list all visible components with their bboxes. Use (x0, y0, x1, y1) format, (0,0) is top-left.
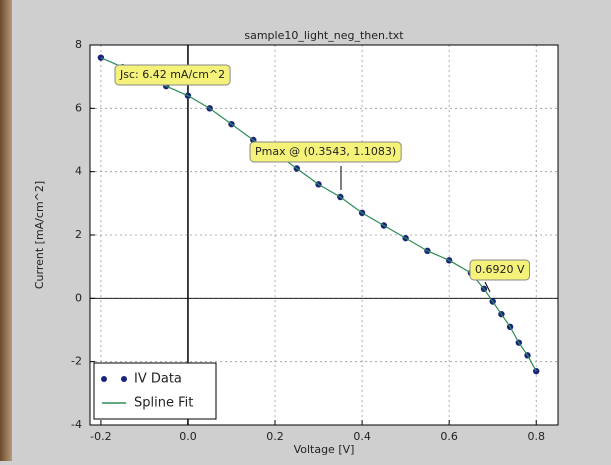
y-tick-label: -4 (71, 418, 82, 431)
x-tick-label: 0.4 (353, 430, 371, 443)
legend-box (93, 362, 217, 420)
x-tick-label: -0.2 (90, 430, 111, 443)
legend-label: IV Data (134, 372, 182, 387)
y-axis-label: Current [mA/cm^2] (33, 181, 46, 289)
spline-line (100, 57, 537, 372)
legend-label: Spline Fit (134, 396, 193, 411)
annotation: Pmax @ (0.3543, 1.1083) (249, 141, 402, 163)
y-tick-label: 6 (75, 101, 82, 114)
y-tick-label: -2 (71, 355, 82, 368)
annotation-arrow (484, 281, 491, 293)
annotation: Jsc: 6.42 mA/cm^2 (114, 64, 231, 86)
y-tick-label: 4 (75, 165, 82, 178)
x-tick-label: 0.2 (266, 430, 284, 443)
background-photo-strip (0, 0, 12, 461)
legend: IV Data Spline Fit (93, 362, 217, 420)
x-tick-label: 0.0 (179, 430, 197, 443)
x-axis-label: Voltage [V] (294, 443, 355, 456)
annotation-box (469, 259, 531, 281)
annotation-text: Pmax @ (0.3543, 1.1083) (255, 145, 396, 158)
plot-frame (89, 44, 559, 426)
legend-swatch (121, 376, 127, 382)
annotation: 0.6920 V (469, 259, 531, 281)
y-tick-label: 0 (75, 291, 82, 304)
chart-title: sample10_light_neg_then.txt (244, 29, 404, 42)
annotation-text: Jsc: 6.42 mA/cm^2 (119, 68, 225, 81)
y-tick-label: 2 (75, 228, 82, 241)
y-tick-label: 8 (75, 38, 82, 51)
annotation-box (249, 141, 402, 163)
annotation-box (114, 64, 231, 86)
x-tick-label: 0.6 (440, 430, 458, 443)
x-tick-label: 0.8 (527, 430, 545, 443)
annotation-text: 0.6920 V (475, 263, 525, 276)
legend-swatch (101, 376, 107, 382)
